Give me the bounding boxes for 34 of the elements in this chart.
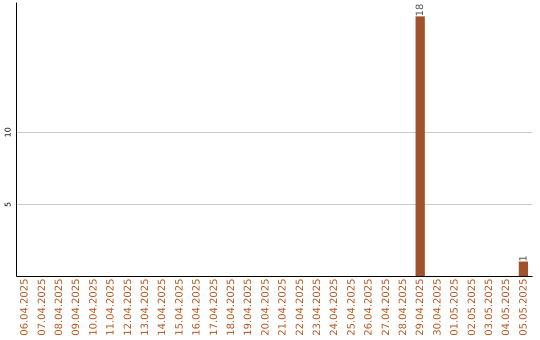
x-tick-label: 14.04.2025	[157, 278, 168, 336]
x-tick-label: 21.04.2025	[278, 278, 289, 336]
x-tick-label: 25.04.2025	[346, 278, 358, 336]
x-tick-label: 05.05.2025	[518, 278, 530, 336]
x-tick-label: 15.04.2025	[174, 278, 186, 336]
x-tick-label: 26.04.2025	[364, 278, 375, 336]
data-label: 1	[518, 255, 530, 262]
x-tick-label: 28.04.2025	[398, 278, 409, 336]
x-tick-label: 29.04.2025	[415, 278, 426, 336]
x-tick-label: 10.04.2025	[88, 278, 100, 336]
x-tick-label: 30.04.2025	[432, 278, 444, 336]
x-tick-label: 08.04.2025	[54, 278, 65, 336]
x-tick-label: 22.04.2025	[294, 278, 306, 336]
x-tick-label: 03.05.2025	[484, 278, 495, 336]
x-tick-label: 09.04.2025	[71, 278, 82, 336]
x-tick-label: 12.04.2025	[122, 278, 134, 336]
y-tick-label: 10	[4, 127, 12, 138]
x-tick-label: 19.04.2025	[243, 278, 254, 336]
x-tick-label: 18.04.2025	[226, 278, 237, 336]
x-tick-label: 11.04.2025	[106, 278, 117, 336]
x-tick-label: 20.04.2025	[260, 278, 272, 336]
x-tick-label: 27.04.2025	[380, 278, 392, 336]
x-tick-label: 13.04.2025	[140, 278, 151, 336]
x-tick-label: 07.04.2025	[36, 278, 48, 336]
x-tick-label: 17.04.2025	[208, 278, 220, 336]
data-label: 18	[415, 4, 426, 16]
x-tick-label: 02.05.2025	[466, 278, 478, 336]
y-tick-label: 5	[4, 202, 12, 207]
x-tick-label: 24.04.2025	[329, 278, 340, 336]
x-tick-label: 06.04.2025	[20, 278, 31, 336]
x-tick-label: 23.04.2025	[312, 278, 323, 336]
x-tick-label: 04.05.2025	[501, 278, 512, 336]
x-tick-label: 16.04.2025	[192, 278, 203, 336]
x-tick-label: 01.05.2025	[450, 278, 461, 336]
